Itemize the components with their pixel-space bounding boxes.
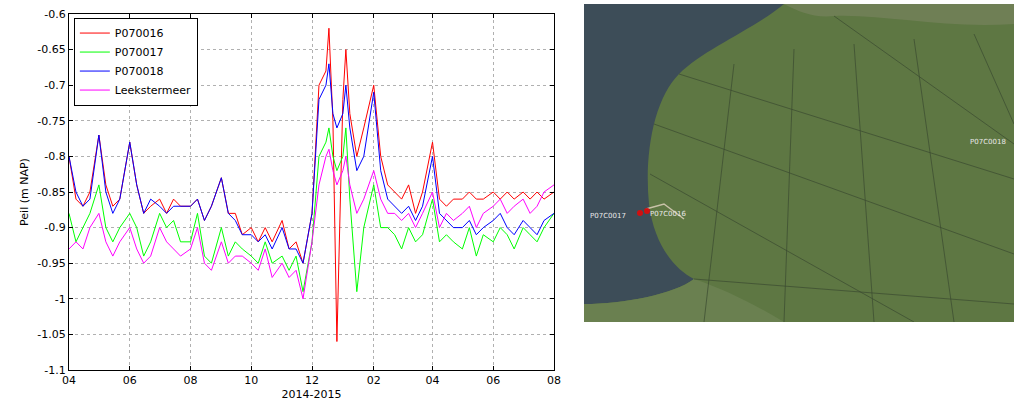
svg-text:P070018: P070018: [115, 65, 164, 78]
svg-text:04: 04: [426, 374, 440, 387]
svg-text:-1.1: -1.1: [44, 364, 65, 377]
svg-text:08: 08: [184, 374, 198, 387]
svg-text:-0.75: -0.75: [37, 115, 65, 128]
svg-text:-0.7: -0.7: [44, 79, 65, 92]
svg-text:12: 12: [305, 374, 319, 387]
svg-text:04: 04: [62, 374, 76, 387]
svg-text:-0.6: -0.6: [44, 8, 65, 21]
svg-text:06: 06: [486, 374, 500, 387]
svg-text:-0.8: -0.8: [44, 150, 65, 163]
svg-text:P07C0016: P07C0016: [650, 210, 686, 218]
svg-text:P07C0017: P07C0017: [590, 212, 626, 220]
svg-text:08: 08: [547, 374, 561, 387]
svg-text:-0.95: -0.95: [37, 257, 65, 270]
svg-text:-1: -1: [55, 293, 66, 306]
svg-text:06: 06: [123, 374, 137, 387]
svg-text:Peil (m NAP): Peil (m NAP): [18, 158, 31, 226]
svg-text:P07C0018: P07C0018: [970, 138, 1006, 146]
svg-text:10: 10: [244, 374, 258, 387]
svg-text:-0.9: -0.9: [44, 221, 65, 234]
svg-text:2014-2015: 2014-2015: [282, 388, 342, 401]
svg-text:P070016: P070016: [115, 27, 164, 40]
svg-text:02: 02: [367, 374, 381, 387]
svg-text:-0.65: -0.65: [37, 43, 65, 56]
svg-text:Leekstermeer: Leekstermeer: [115, 84, 191, 97]
svg-text:P070017: P070017: [115, 46, 164, 59]
svg-text:-0.85: -0.85: [37, 186, 65, 199]
svg-text:-1.05: -1.05: [37, 328, 65, 341]
